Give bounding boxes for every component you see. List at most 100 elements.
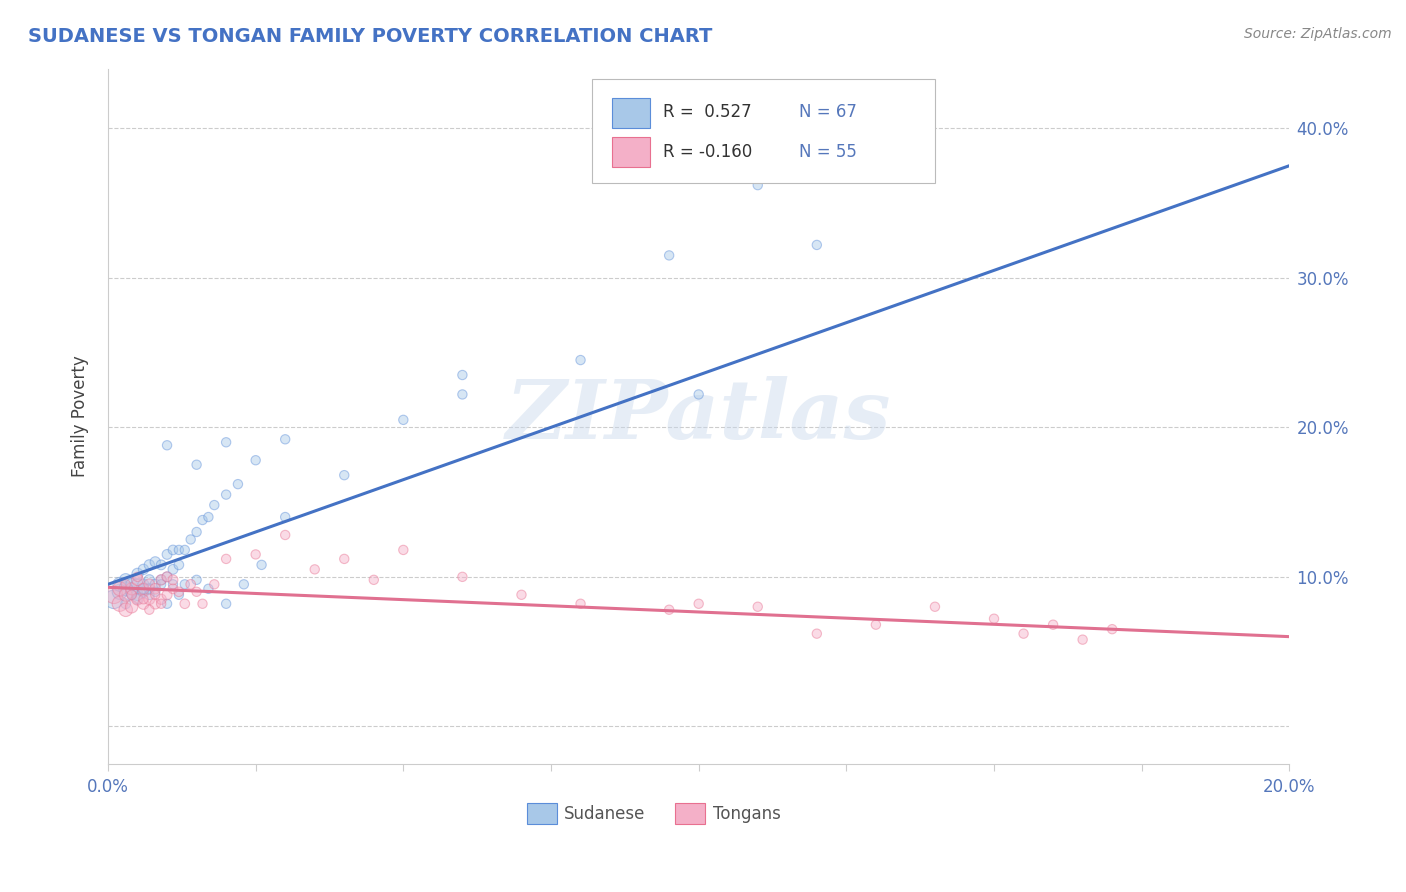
Point — [108, 582, 131, 596]
Point — [162, 543, 184, 558]
Point — [121, 599, 143, 614]
Point — [747, 599, 769, 614]
Point — [138, 592, 160, 607]
Point — [114, 577, 136, 591]
Point — [245, 548, 267, 562]
Point — [121, 588, 143, 602]
Point — [245, 453, 267, 467]
Point — [108, 577, 131, 591]
Point — [186, 524, 208, 539]
Point — [127, 592, 149, 607]
Point — [127, 577, 149, 591]
Point — [114, 603, 136, 617]
Point — [173, 597, 195, 611]
Point — [215, 435, 238, 450]
FancyBboxPatch shape — [527, 804, 557, 824]
Y-axis label: Family Poverty: Family Poverty — [72, 355, 89, 477]
FancyBboxPatch shape — [613, 98, 650, 128]
Point — [132, 582, 155, 596]
Point — [132, 592, 155, 607]
Point — [250, 558, 273, 572]
Point — [150, 597, 173, 611]
Point — [143, 588, 166, 602]
Text: SUDANESE VS TONGAN FAMILY POVERTY CORRELATION CHART: SUDANESE VS TONGAN FAMILY POVERTY CORREL… — [28, 27, 713, 45]
Point — [747, 178, 769, 193]
Point — [138, 577, 160, 591]
Point — [143, 582, 166, 596]
Point — [127, 592, 149, 607]
Point — [156, 570, 179, 584]
Point — [1071, 632, 1094, 647]
Text: Tongans: Tongans — [713, 805, 780, 822]
Point — [108, 597, 131, 611]
Point — [114, 588, 136, 602]
Point — [132, 584, 155, 599]
Point — [806, 238, 828, 252]
Point — [392, 543, 415, 558]
Point — [363, 573, 385, 587]
Point — [569, 353, 592, 368]
Point — [510, 588, 533, 602]
Point — [150, 558, 173, 572]
Text: Source: ZipAtlas.com: Source: ZipAtlas.com — [1244, 27, 1392, 41]
Point — [569, 597, 592, 611]
Point — [1101, 622, 1123, 636]
Point — [114, 573, 136, 587]
Point — [150, 577, 173, 591]
Point — [202, 498, 225, 512]
Point — [274, 510, 297, 524]
Point — [274, 432, 297, 446]
Point — [132, 577, 155, 591]
Point — [143, 597, 166, 611]
Point — [127, 573, 149, 587]
Text: N = 67: N = 67 — [799, 103, 858, 121]
Point — [143, 577, 166, 591]
Point — [167, 558, 190, 572]
Point — [983, 612, 1005, 626]
Point — [138, 603, 160, 617]
Point — [202, 577, 225, 591]
Point — [103, 592, 125, 607]
Point — [162, 577, 184, 591]
Point — [658, 248, 681, 262]
Point — [186, 458, 208, 472]
Point — [215, 597, 238, 611]
Point — [121, 584, 143, 599]
Text: R = -0.160: R = -0.160 — [664, 143, 752, 161]
Point — [451, 368, 474, 382]
Point — [150, 573, 173, 587]
Point — [173, 543, 195, 558]
Point — [103, 588, 125, 602]
Point — [162, 562, 184, 576]
Point — [274, 528, 297, 542]
Point — [150, 573, 173, 587]
Point — [121, 588, 143, 602]
Point — [156, 548, 179, 562]
Text: Sudanese: Sudanese — [564, 805, 645, 822]
Point — [108, 584, 131, 599]
Point — [304, 562, 326, 576]
Point — [156, 570, 179, 584]
Point — [114, 582, 136, 596]
Point — [392, 413, 415, 427]
Text: ZIPatlas: ZIPatlas — [506, 376, 891, 456]
Text: R =  0.527: R = 0.527 — [664, 103, 752, 121]
Point — [138, 573, 160, 587]
Point — [156, 588, 179, 602]
Point — [215, 552, 238, 566]
Point — [865, 617, 887, 632]
Point — [143, 555, 166, 569]
Point — [215, 487, 238, 501]
Point — [162, 573, 184, 587]
Point — [156, 597, 179, 611]
Point — [924, 599, 946, 614]
Point — [127, 570, 149, 584]
Point — [186, 573, 208, 587]
Point — [132, 582, 155, 596]
Point — [150, 592, 173, 607]
Point — [121, 577, 143, 591]
Point — [173, 577, 195, 591]
Point — [186, 584, 208, 599]
Point — [132, 597, 155, 611]
Point — [658, 603, 681, 617]
